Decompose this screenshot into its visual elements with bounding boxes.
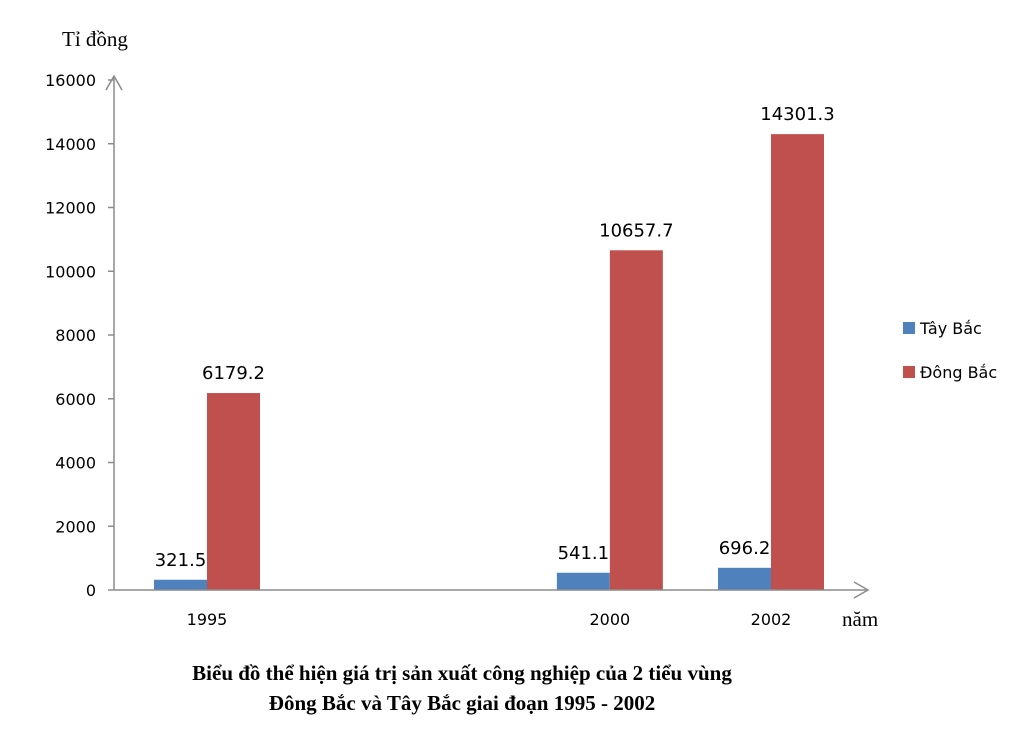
bar-dong-bac-2000 xyxy=(609,250,663,590)
bar-tay-bac-2000 xyxy=(556,572,610,590)
legend-swatch xyxy=(903,322,915,334)
y-tick-label: 2000 xyxy=(55,517,96,536)
y-axis-arrow xyxy=(105,74,123,91)
data-label: 321.5 xyxy=(155,550,207,571)
bar-group xyxy=(154,134,824,590)
data-label: 6179.2 xyxy=(202,363,265,384)
y-tick-label: 8000 xyxy=(55,326,96,345)
y-tick-label: 4000 xyxy=(55,454,96,473)
x-tick-label: 2000 xyxy=(589,610,630,629)
data-label: 541.1 xyxy=(558,543,610,564)
data-label: 696.2 xyxy=(719,538,771,559)
x-axis-title: năm xyxy=(842,607,878,631)
bar-tay-bac-2002 xyxy=(718,567,771,590)
bar-dong-bac-2002 xyxy=(771,134,824,590)
y-tick-label: 14000 xyxy=(45,135,96,154)
x-axis-arrow xyxy=(853,581,870,599)
y-tick-label: 16000 xyxy=(45,71,96,90)
legend-label: Đông Bắc xyxy=(920,363,997,382)
chart-caption-line-2: Đông Bắc và Tây Bắc giai đoạn 1995 - 200… xyxy=(269,691,655,715)
data-labels: 321.5 6179.2 541.1 10657.7 696.2 14301.3 xyxy=(155,104,835,571)
y-tick-label: 10000 xyxy=(45,262,96,281)
legend: Tây Bắc Đông Bắc xyxy=(903,319,997,382)
y-axis-title: Tỉ đồng xyxy=(62,27,128,51)
data-label: 14301.3 xyxy=(760,104,834,125)
x-tick-labels: 1995 2000 2002 xyxy=(187,610,792,629)
chart-caption-line-1: Biểu đồ thể hiện giá trị sản xuất công n… xyxy=(192,661,732,685)
x-tick-label: 2002 xyxy=(751,610,792,629)
y-tick-label: 0 xyxy=(86,581,96,600)
legend-swatch xyxy=(903,366,915,378)
bar-dong-bac-1995 xyxy=(207,393,260,590)
data-label: 10657.7 xyxy=(599,220,673,241)
y-tick-label: 6000 xyxy=(55,390,96,409)
bar-tay-bac-1995 xyxy=(154,579,207,590)
x-tick-label: 1995 xyxy=(187,610,228,629)
axes xyxy=(105,74,870,599)
y-tick-labels: 0 2000 4000 6000 8000 10000 12000 14000 16000 xyxy=(45,71,114,600)
y-tick-label: 12000 xyxy=(45,199,96,218)
legend-label: Tây Bắc xyxy=(919,319,982,338)
